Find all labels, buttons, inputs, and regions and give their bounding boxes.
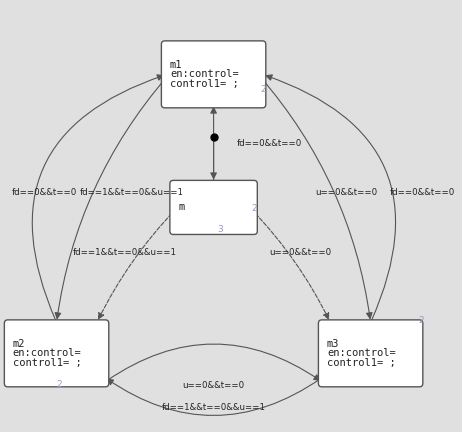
Text: 2: 2 — [251, 204, 257, 213]
FancyBboxPatch shape — [318, 320, 423, 387]
Text: fd==1&&t==0&&u==1: fd==1&&t==0&&u==1 — [80, 188, 184, 197]
Text: control1= ;: control1= ; — [13, 358, 82, 368]
Text: fd==0&&t==0: fd==0&&t==0 — [12, 188, 77, 197]
Text: en:control=: en:control= — [13, 348, 82, 359]
Text: fd==1&&t==0&&u==1: fd==1&&t==0&&u==1 — [162, 403, 266, 412]
Text: control1= ;: control1= ; — [170, 79, 239, 89]
Text: m: m — [178, 203, 185, 213]
Text: en:control=: en:control= — [327, 348, 395, 359]
Text: fd==1&&t==0&&u==1: fd==1&&t==0&&u==1 — [73, 248, 176, 257]
FancyBboxPatch shape — [4, 320, 109, 387]
FancyBboxPatch shape — [161, 41, 266, 108]
Text: m1: m1 — [170, 60, 182, 70]
Text: m3: m3 — [327, 339, 340, 349]
Text: control1= ;: control1= ; — [327, 358, 395, 368]
Text: m2: m2 — [13, 339, 25, 349]
Text: u==0&&t==0: u==0&&t==0 — [316, 188, 377, 197]
Text: 3: 3 — [217, 225, 223, 234]
Text: en:control=: en:control= — [170, 70, 239, 79]
Text: fd==0&&t==0: fd==0&&t==0 — [237, 140, 302, 148]
Text: 2: 2 — [261, 85, 266, 94]
Text: u==0&&t==0: u==0&&t==0 — [182, 381, 245, 390]
Text: u==0&&t==0: u==0&&t==0 — [269, 248, 332, 257]
Text: fd==0&&t==0: fd==0&&t==0 — [390, 188, 455, 197]
Text: 2: 2 — [56, 380, 61, 389]
Text: 2: 2 — [418, 316, 424, 325]
FancyBboxPatch shape — [170, 181, 257, 235]
